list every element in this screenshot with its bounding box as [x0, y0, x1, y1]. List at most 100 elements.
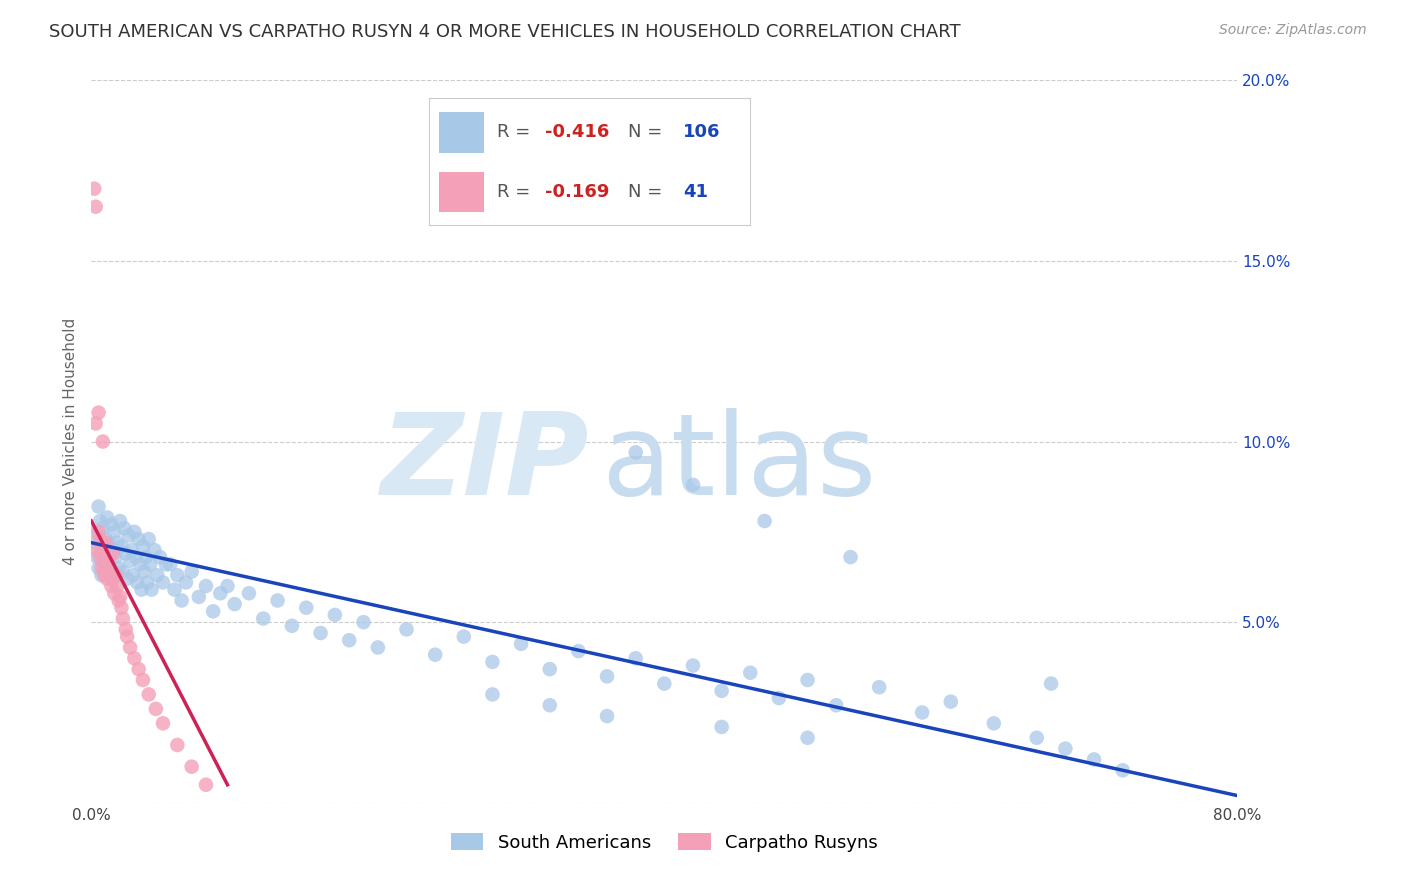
Point [93, 547, 115, 561]
Point [135, 550, 157, 565]
Point [309, 626, 332, 640]
Text: atlas: atlas [602, 408, 876, 519]
Point [87, 406, 110, 420]
Point [710, 683, 733, 698]
Point [107, 593, 129, 607]
Point [128, 662, 150, 676]
Point [138, 687, 160, 701]
Point [143, 542, 166, 557]
Point [1083, 752, 1105, 766]
Point [110, 600, 132, 615]
Point [710, 720, 733, 734]
Point [115, 572, 138, 586]
Point [238, 586, 260, 600]
Point [124, 651, 146, 665]
Point [120, 554, 142, 568]
Point [187, 590, 209, 604]
Point [96, 510, 118, 524]
Point [91, 434, 114, 449]
Point [202, 604, 225, 618]
Point [110, 539, 132, 553]
Point [115, 630, 138, 644]
Point [939, 695, 962, 709]
Point [252, 611, 274, 625]
Point [596, 669, 619, 683]
Text: SOUTH AMERICAN VS CARPATHO RUSYN 4 OR MORE VEHICLES IN HOUSEHOLD CORRELATION CHA: SOUTH AMERICAN VS CARPATHO RUSYN 4 OR MO… [49, 23, 960, 41]
Point [98, 561, 121, 575]
Point [224, 597, 246, 611]
Point [90, 535, 112, 549]
Point [682, 658, 704, 673]
Point [84, 524, 107, 539]
Point [93, 568, 115, 582]
Point [101, 542, 124, 557]
Point [152, 716, 174, 731]
Point [121, 542, 143, 557]
Text: ZIP: ZIP [381, 408, 591, 519]
Point [174, 575, 197, 590]
Point [796, 673, 818, 687]
Point [295, 600, 318, 615]
Point [1040, 676, 1063, 690]
Point [89, 514, 111, 528]
Point [89, 550, 111, 565]
Point [100, 579, 122, 593]
Point [481, 655, 503, 669]
Point [107, 561, 129, 575]
Point [105, 535, 128, 549]
Point [97, 554, 120, 568]
Point [682, 478, 704, 492]
Point [93, 550, 115, 565]
Point [194, 579, 217, 593]
Point [155, 558, 177, 572]
Point [911, 706, 934, 720]
Point [209, 586, 232, 600]
Point [91, 521, 114, 535]
Point [105, 579, 128, 593]
Point [796, 731, 818, 745]
Point [120, 640, 142, 655]
Point [1054, 741, 1077, 756]
Point [180, 760, 202, 774]
Point [194, 778, 217, 792]
Point [101, 547, 124, 561]
Point [170, 593, 193, 607]
Point [83, 182, 105, 196]
Point [122, 568, 145, 582]
Point [101, 568, 124, 582]
Point [103, 586, 125, 600]
Point [163, 582, 186, 597]
Point [94, 558, 117, 572]
Point [180, 565, 202, 579]
Point [94, 558, 117, 572]
Point [868, 680, 890, 694]
Point [94, 535, 117, 549]
Point [596, 709, 619, 723]
Point [111, 565, 134, 579]
Point [138, 532, 160, 546]
Point [83, 535, 105, 549]
Point [128, 532, 150, 546]
Point [104, 568, 127, 582]
Point [139, 558, 162, 572]
Point [132, 673, 155, 687]
Point [127, 575, 149, 590]
Point [1025, 731, 1047, 745]
Point [89, 532, 111, 546]
Point [266, 593, 288, 607]
Point [90, 561, 112, 575]
Point [423, 648, 446, 662]
Point [825, 698, 848, 713]
Point [652, 676, 675, 690]
Point [217, 579, 239, 593]
Point [136, 575, 159, 590]
Point [86, 542, 108, 557]
Point [624, 651, 647, 665]
Point [84, 417, 107, 431]
Point [124, 524, 146, 539]
Point [740, 665, 762, 680]
Point [101, 572, 124, 586]
Point [129, 558, 152, 572]
Point [983, 716, 1005, 731]
Point [90, 539, 112, 553]
